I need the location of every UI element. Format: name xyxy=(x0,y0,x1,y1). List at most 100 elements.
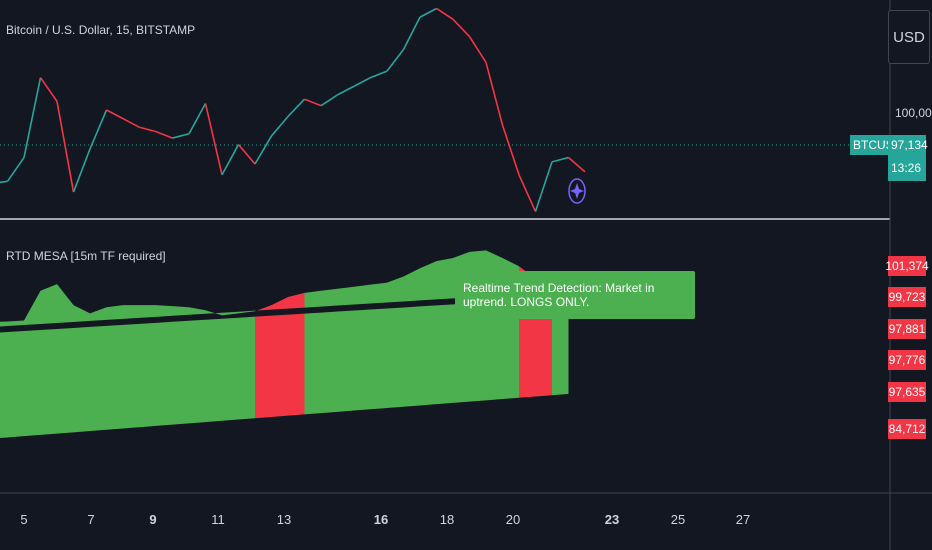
trend-band-lower xyxy=(486,301,503,401)
trend-band-lower xyxy=(304,312,321,415)
date-label: 20 xyxy=(505,512,521,527)
trend-band-upper xyxy=(205,310,222,316)
price-segment xyxy=(551,156,569,163)
price-segment xyxy=(436,7,454,20)
trend-band-lower xyxy=(7,331,24,438)
date-label: 9 xyxy=(149,512,157,527)
price-segment xyxy=(254,135,273,165)
price-segment xyxy=(139,126,157,133)
indicator-title[interactable]: RTD MESA [15m TF required] xyxy=(6,249,166,263)
trend-band-upper xyxy=(123,305,140,319)
trend-band-upper xyxy=(172,306,189,316)
event-marker-ring xyxy=(568,178,586,204)
bar-countdown: 13:26 xyxy=(888,155,926,181)
trend-band-upper xyxy=(420,261,437,301)
trend-callout: Realtime Trend Detection: Market in uptr… xyxy=(455,271,695,319)
trend-band-upper xyxy=(156,305,173,317)
trend-band-lower xyxy=(519,299,536,398)
trend-band-upper xyxy=(73,305,90,322)
trend-band-lower xyxy=(189,319,206,424)
trend-band-lower xyxy=(106,324,123,430)
trend-band-lower xyxy=(502,300,519,400)
trend-band-upper xyxy=(337,286,354,306)
trend-band-upper xyxy=(106,305,123,320)
price-segment xyxy=(419,7,437,18)
trend-band-lower xyxy=(255,315,272,419)
trend-band-upper xyxy=(370,282,387,304)
price-segment xyxy=(237,144,256,165)
trend-band-upper xyxy=(238,310,255,314)
trend-band-upper xyxy=(40,284,57,325)
indicator-value-tag: 97,635 xyxy=(888,382,926,402)
trend-band-upper xyxy=(403,268,420,302)
price-segment xyxy=(386,49,405,72)
sparkle-icon xyxy=(570,183,584,199)
trend-band-lower xyxy=(139,322,156,428)
price-segment xyxy=(39,77,58,102)
indicator-value-tag: 97,776 xyxy=(888,350,926,370)
trend-band-lower xyxy=(205,318,222,423)
price-segment xyxy=(172,132,190,139)
price-segment xyxy=(287,98,306,118)
indicator-value-tag: 84,712 xyxy=(888,419,926,439)
trend-band-lower xyxy=(123,323,140,429)
trend-band-upper xyxy=(57,284,74,323)
trend-band-lower xyxy=(271,314,288,417)
indicator-value-tag: 101,374 xyxy=(885,256,929,276)
trend-band-upper xyxy=(255,305,272,312)
date-label: 5 xyxy=(20,512,28,527)
trend-band-lower xyxy=(420,305,437,406)
trend-band-lower xyxy=(40,328,57,435)
price-segment xyxy=(337,85,355,96)
price-series xyxy=(0,7,586,212)
trend-band-upper xyxy=(7,320,24,327)
trend-band-lower xyxy=(222,317,239,421)
trend-band-lower xyxy=(156,321,173,426)
trend-band-lower xyxy=(24,330,41,437)
trend-band-lower xyxy=(0,332,8,438)
price-segment xyxy=(89,109,108,150)
trend-band-lower xyxy=(337,310,354,412)
trend-band-lower xyxy=(535,298,552,397)
currency-button[interactable]: USD xyxy=(888,10,930,64)
trend-band-lower xyxy=(172,320,189,425)
date-label: 25 xyxy=(670,512,686,527)
trend-band-upper xyxy=(436,258,453,300)
trend-band-lower xyxy=(370,308,387,410)
date-label: 11 xyxy=(211,512,225,527)
price-segment xyxy=(23,77,42,158)
price-segment xyxy=(106,109,124,120)
price-segment xyxy=(353,76,371,87)
last-price-tag: 97,134 xyxy=(888,135,928,155)
trend-band-upper xyxy=(304,290,321,308)
trend-band-upper xyxy=(0,321,8,327)
price-segment xyxy=(270,115,289,137)
price-segment xyxy=(188,103,207,135)
date-label: 16 xyxy=(373,512,389,527)
price-segment xyxy=(452,18,471,38)
price-segment xyxy=(122,117,140,128)
date-label: 27 xyxy=(735,512,751,527)
chart-title[interactable]: Bitcoin / U.S. Dollar, 15, BITSTAMP xyxy=(6,23,196,37)
trend-band-upper xyxy=(321,288,338,307)
trend-band-upper xyxy=(222,311,239,316)
price-segment xyxy=(402,16,421,50)
price-segment xyxy=(155,130,173,139)
trend-band-upper xyxy=(288,292,305,309)
price-segment xyxy=(56,101,75,193)
trend-band-upper xyxy=(354,284,371,305)
trend-band-upper xyxy=(387,276,404,303)
trend-band-lower xyxy=(321,311,338,414)
indicator-value-tag: 99,723 xyxy=(888,287,926,307)
trend-band-lower xyxy=(90,325,107,432)
date-label: 18 xyxy=(439,512,455,527)
trend-band-lower xyxy=(436,304,453,405)
price-segment xyxy=(370,70,388,79)
price-segment xyxy=(501,124,520,176)
trend-band-upper xyxy=(189,307,206,315)
date-label: 7 xyxy=(87,512,95,527)
event-marker[interactable] xyxy=(568,178,586,204)
trend-band-lower xyxy=(238,316,255,420)
trend-callout-text: Realtime Trend Detection: Market in uptr… xyxy=(463,281,655,309)
indicator-value-tag: 97,881 xyxy=(888,319,926,339)
